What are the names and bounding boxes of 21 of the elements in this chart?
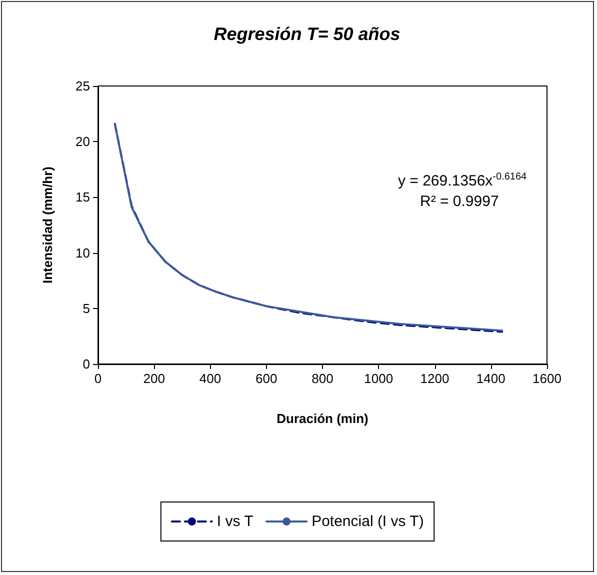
y-axis-title: Intensidad (mm/hr)	[40, 166, 55, 284]
y-tick-label: 10	[76, 245, 90, 260]
x-axis-title: Duración (min)	[276, 411, 368, 426]
x-tick-label: 1400	[476, 371, 506, 386]
legend-label: Potencial (I vs T)	[312, 513, 424, 530]
legend-label: I vs T	[216, 513, 254, 530]
x-tick-label: 1200	[420, 371, 450, 386]
x-tick-label: 800	[312, 371, 334, 386]
x-tick-label: 200	[143, 371, 165, 386]
annotation: R² = 0.9997	[420, 193, 499, 210]
x-tick-label: 600	[256, 371, 278, 386]
y-tick-label: 25	[76, 78, 90, 94]
y-tick-label: 15	[76, 190, 90, 205]
y-tick-label: 0	[82, 356, 90, 372]
x-tick-label: 400	[199, 371, 222, 386]
x-tick-label: 0	[94, 371, 102, 386]
x-tick-label: 1600	[532, 371, 562, 386]
x-tick-label: 1000	[364, 371, 394, 386]
y-tick-label: 5	[82, 300, 90, 316]
chart-title: Regresión T= 50 años	[214, 24, 400, 44]
y-tick-label: 20	[76, 134, 90, 150]
